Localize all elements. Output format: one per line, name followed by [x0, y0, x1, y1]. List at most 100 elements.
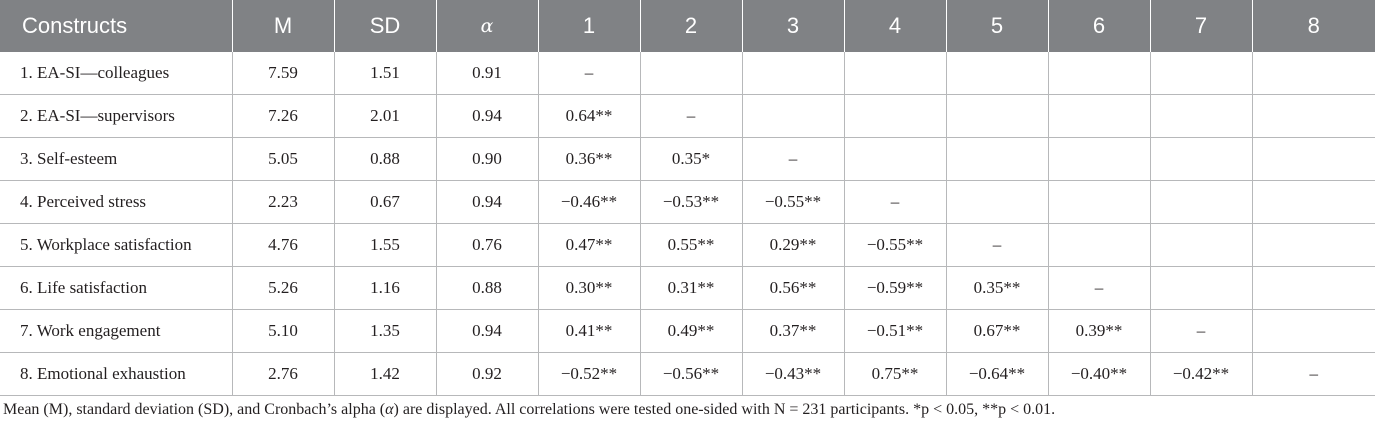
table-cell: 7.26 [232, 94, 335, 138]
table-cell: 0.94 [436, 180, 539, 224]
footnote-text-2: ) are displayed. All correlations were t… [393, 401, 1056, 418]
table-cell: −0.55** [844, 223, 947, 267]
table-cell: −0.64** [946, 352, 1049, 396]
header-row: Constructs M SD α 1 2 3 4 5 6 7 8 [0, 0, 1375, 52]
header-col-7: 7 [1150, 0, 1253, 52]
table-cell: 5.05 [232, 137, 335, 181]
table-cell [1048, 223, 1151, 267]
table-cell [1252, 52, 1375, 95]
table-cell: 0.75** [844, 352, 947, 396]
table-cell: 0.36** [538, 137, 641, 181]
table-cell: 0.64** [538, 94, 641, 138]
table-cell [1252, 223, 1375, 267]
table-cell [946, 52, 1049, 95]
table-cell: 0.39** [1048, 309, 1151, 353]
table-cell [1150, 266, 1253, 310]
table-cell: −0.59** [844, 266, 947, 310]
table-footnote: Mean (M), standard deviation (SD), and C… [3, 401, 1055, 419]
construct-label: 4. Perceived stress [0, 180, 233, 224]
header-col-1: 1 [538, 0, 641, 52]
table-cell: 1.55 [334, 223, 437, 267]
construct-label: 1. EA-SI—colleagues [0, 52, 233, 95]
table-cell: −0.46** [538, 180, 641, 224]
table-row: 2. EA-SI—supervisors 7.26 2.01 0.94 0.64** – [0, 94, 1375, 138]
table-row: 7. Work engagement 5.10 1.35 0.94 0.41** 0.49… [0, 309, 1375, 353]
table-cell [1048, 137, 1151, 181]
table-cell: 0.88 [334, 137, 437, 181]
table-row: 5. Workplace satisfaction 4.76 1.55 0.76 0.4… [0, 223, 1375, 267]
table-cell: 0.67 [334, 180, 437, 224]
table-cell: 0.41** [538, 309, 641, 353]
table-cell: 0.49** [640, 309, 743, 353]
table-cell: 0.56** [742, 266, 845, 310]
table-cell: – [742, 137, 845, 181]
construct-label: 5. Workplace satisfaction [0, 223, 233, 267]
footnote-text-1: Mean (M), standard deviation (SD), and C… [3, 401, 386, 418]
header-col-6: 6 [1048, 0, 1151, 52]
footnote-alpha-symbol: α [385, 401, 394, 418]
table-cell [1252, 180, 1375, 224]
construct-label: 8. Emotional exhaustion [0, 352, 233, 396]
table-cell: 0.88 [436, 266, 539, 310]
table-cell: 0.55** [640, 223, 743, 267]
table-cell [1048, 94, 1151, 138]
header-mean: M [232, 0, 335, 52]
table-cell: −0.53** [640, 180, 743, 224]
table-cell: 0.47** [538, 223, 641, 267]
table-cell: 0.35* [640, 137, 743, 181]
table-cell: −0.42** [1150, 352, 1253, 396]
table-cell: −0.40** [1048, 352, 1151, 396]
table-cell [1150, 52, 1253, 95]
header-col-5: 5 [946, 0, 1049, 52]
table-cell: 1.42 [334, 352, 437, 396]
table-cell: 1.16 [334, 266, 437, 310]
header-col-4: 4 [844, 0, 947, 52]
table-cell: 0.76 [436, 223, 539, 267]
table-cell [1048, 52, 1151, 95]
table-cell: 2.23 [232, 180, 335, 224]
table-cell: −0.51** [844, 309, 947, 353]
construct-label: 7. Work engagement [0, 309, 233, 353]
table-cell: 0.92 [436, 352, 539, 396]
header-col-2: 2 [640, 0, 743, 52]
table-cell [844, 52, 947, 95]
table-cell [1150, 137, 1253, 181]
table-cell: −0.55** [742, 180, 845, 224]
table-cell [742, 94, 845, 138]
table-cell: 0.30** [538, 266, 641, 310]
table-row: 8. Emotional exhaustion 2.76 1.42 0.92 −0.52… [0, 352, 1375, 396]
header-col-8: 8 [1252, 0, 1375, 52]
table-row: 4. Perceived stress 2.23 0.67 0.94 −0.46** −0… [0, 180, 1375, 224]
table-cell: – [844, 180, 947, 224]
table-cell: −0.52** [538, 352, 641, 396]
table-cell [640, 52, 743, 95]
construct-label: 2. EA-SI—supervisors [0, 94, 233, 138]
table-cell: −0.43** [742, 352, 845, 396]
table-cell [844, 94, 947, 138]
table-cell [946, 94, 1049, 138]
table-cell: – [640, 94, 743, 138]
table-cell: −0.56** [640, 352, 743, 396]
table-cell [1252, 266, 1375, 310]
table-cell [1252, 137, 1375, 181]
table-cell: – [1150, 309, 1253, 353]
table-cell [1150, 180, 1253, 224]
construct-label: 6. Life satisfaction [0, 266, 233, 310]
table-body: 1. EA-SI—colleagues 7.59 1.51 0.91–2. EA-SI… [0, 52, 1375, 396]
table-cell: – [1252, 352, 1375, 396]
table-cell [844, 137, 947, 181]
table-cell: 0.90 [436, 137, 539, 181]
table-cell: 0.29** [742, 223, 845, 267]
header-constructs: Constructs [0, 0, 233, 52]
table-cell [1252, 94, 1375, 138]
table-cell: 0.94 [436, 94, 539, 138]
table-cell: 0.37** [742, 309, 845, 353]
table-cell: 5.10 [232, 309, 335, 353]
table-cell: 0.94 [436, 309, 539, 353]
header-sd: SD [334, 0, 437, 52]
correlation-table: Constructs M SD α 1 2 3 4 5 6 7 8 1. EA-… [0, 0, 1375, 396]
table-cell [742, 52, 845, 95]
table-cell: 2.76 [232, 352, 335, 396]
table-cell [1150, 94, 1253, 138]
table-cell: 5.26 [232, 266, 335, 310]
